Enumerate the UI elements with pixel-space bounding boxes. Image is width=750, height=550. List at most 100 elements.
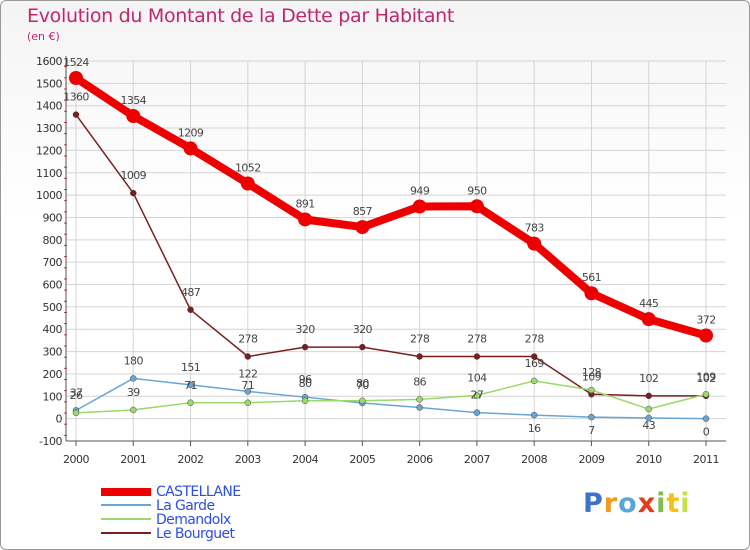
data-label-castellane: 1052 [235, 161, 261, 174]
data-label-le-bourguet: 109 [582, 370, 602, 383]
data-label-castellane: 857 [353, 205, 373, 218]
data-point-castellane [641, 312, 656, 327]
data-label-le-bourguet: 1009 [120, 169, 146, 182]
legend-label-castellane: CASTELLANE [156, 484, 241, 500]
data-point-demandolx [72, 409, 80, 417]
data-point-demandolx [702, 391, 710, 398]
data-point-castellane [584, 286, 599, 301]
data-point-castellane [412, 199, 427, 214]
y-tick-label: 500 [43, 301, 63, 314]
data-label-castellane: 1354 [120, 94, 146, 107]
legend-label-la-garde: La Garde [156, 498, 215, 514]
y-tick-label: 400 [43, 323, 63, 336]
y-tick-label: 0 [56, 413, 63, 426]
y-tick-label: 700 [43, 256, 63, 269]
data-point-la-garde [530, 411, 538, 419]
data-point-le-bourguet [416, 353, 423, 360]
data-label-demandolx: 128 [582, 366, 602, 379]
data-point-le-bourguet [473, 353, 481, 360]
data-label-castellane: 1209 [178, 126, 204, 139]
data-label-castellane: 949 [410, 185, 430, 198]
data-point-demandolx [187, 399, 194, 407]
data-label-le-bourguet: 487 [181, 286, 201, 299]
data-point-la-garde [645, 414, 652, 422]
y-tick-label: 1000 [36, 189, 62, 202]
data-label-demandolx: 71 [184, 379, 197, 392]
data-label-la-garde: 37 [70, 386, 83, 399]
x-tick-label: 2006 [407, 453, 433, 466]
x-tick-label: 2003 [235, 453, 261, 466]
y-tick-label: 100 [43, 390, 63, 403]
data-label-la-garde: 0 [703, 426, 710, 439]
data-point-le-bourguet [244, 353, 252, 360]
data-label-castellane: 1524 [63, 56, 89, 69]
data-label-demandolx: 39 [127, 386, 140, 399]
data-point-demandolx [416, 396, 423, 403]
data-label-la-garde: 151 [181, 361, 200, 374]
data-point-la-garde [416, 404, 423, 411]
data-point-le-bourguet [301, 343, 309, 351]
data-label-la-garde: 16 [528, 422, 541, 435]
data-label-la-garde: 70 [356, 379, 369, 392]
data-label-demandolx: 104 [467, 371, 487, 384]
x-tick-label: 2008 [521, 453, 547, 466]
data-label-demandolx: 80 [356, 377, 369, 390]
data-point-demandolx [645, 405, 652, 413]
legend-label-demandolx: Demandolx [156, 512, 231, 528]
data-label-le-bourguet: 1360 [63, 91, 89, 104]
y-tick-label: 900 [43, 211, 63, 224]
data-point-la-garde [187, 381, 194, 389]
data-point-le-bourguet [645, 392, 652, 400]
legend-label-le-bourguet: Le Bourguet [156, 526, 235, 542]
x-tick-label: 2002 [178, 453, 204, 466]
series-line-demandolx [75, 380, 707, 414]
data-label-demandolx: 71 [241, 379, 254, 392]
data-label-castellane: 445 [639, 297, 659, 310]
data-point-le-bourguet [530, 353, 538, 360]
data-label-castellane: 372 [696, 313, 715, 326]
data-label-demandolx: 169 [525, 357, 545, 370]
data-label-la-garde: 122 [238, 367, 257, 380]
data-point-castellane [240, 176, 255, 191]
data-point-castellane [699, 328, 713, 343]
data-point-castellane [183, 141, 198, 156]
data-point-castellane [355, 220, 370, 235]
data-label-le-bourguet: 278 [525, 333, 545, 346]
data-point-la-garde [702, 415, 710, 422]
data-point-demandolx [244, 399, 252, 407]
legend-swatch-la-garde [101, 504, 151, 506]
x-tick-label: 2007 [464, 453, 490, 466]
data-point-demandolx [473, 392, 481, 399]
data-point-castellane [527, 236, 542, 251]
x-tick-label: 2009 [578, 453, 604, 466]
data-point-demandolx [301, 397, 309, 405]
data-label-demandolx: 80 [299, 377, 312, 390]
x-tick-label: 2000 [63, 453, 89, 466]
y-tick-label: 1300 [36, 122, 62, 135]
data-point-demandolx [130, 406, 137, 414]
x-tick-label: 2004 [292, 453, 318, 466]
y-tick-label: 600 [43, 279, 63, 292]
series-line-castellane [73, 74, 708, 340]
series-line-la-garde [75, 377, 707, 420]
y-tick-label: 300 [43, 346, 63, 359]
y-tick-label: -100 [39, 435, 62, 448]
data-label-le-bourguet: 278 [467, 333, 487, 346]
x-tick-label: 2010 [636, 453, 662, 466]
legend-swatch-le-bourguet [101, 532, 151, 534]
y-tick-label: 1400 [36, 100, 62, 113]
data-label-le-bourguet: 102 [696, 372, 715, 385]
data-label-castellane: 783 [525, 222, 545, 235]
y-tick-label: 1600 [36, 55, 62, 68]
data-label-le-bourguet: 278 [238, 333, 258, 346]
data-point-castellane [126, 108, 141, 123]
legend-swatch-castellane [101, 488, 151, 496]
data-label-la-garde: 96 [299, 373, 312, 386]
data-point-demandolx [530, 377, 538, 385]
data-point-le-bourguet [130, 189, 137, 197]
y-tick-label: 1500 [36, 77, 62, 90]
x-tick-label: 2005 [349, 453, 375, 466]
